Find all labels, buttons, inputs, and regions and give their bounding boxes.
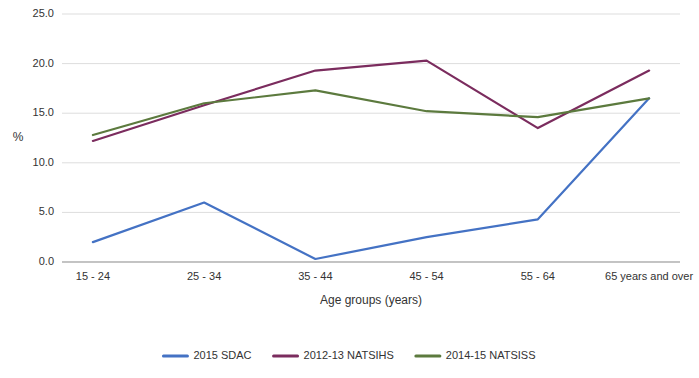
y-tick-label: 5.0: [39, 205, 54, 217]
grid: [62, 14, 680, 262]
legend-label: 2015 SDAC: [193, 349, 251, 361]
x-axis-line: [62, 262, 680, 263]
y-tick-label: 10.0: [33, 156, 54, 168]
y-tick-label: 15.0: [33, 106, 54, 118]
chart-svg: 0.0 5.0 10.0 15.0 20.0 25.0% 15 - 24 25 - 34 35 …: [0, 0, 699, 378]
legend-swatch: [274, 355, 298, 358]
series-line: [93, 98, 649, 259]
chart-container: 0.0 5.0 10.0 15.0 20.0 25.0% 15 - 24 25 - 34 35 …: [0, 0, 699, 378]
grid-line: [62, 63, 680, 64]
y-tick-label: 0.0: [39, 255, 54, 267]
grid-line: [62, 113, 680, 114]
x-axis-label: Age groups (years): [320, 293, 422, 307]
x-tick-label: 65 years and over: [605, 270, 693, 282]
legend-swatch: [416, 355, 440, 358]
grid-line: [62, 212, 680, 213]
y-axis-label: %: [13, 130, 24, 144]
legend-label: 2014-15 NATSISS: [446, 349, 536, 361]
series-line: [93, 61, 649, 141]
page: {"chart_data": {"type": "line", "categor…: [0, 0, 699, 378]
legend: 2015 SDAC 2012-13 NATSIHS 2014-15 NATSISS: [163, 349, 535, 361]
x-tick-label: 25 - 34: [187, 270, 221, 282]
legend-label: 2012-13 NATSIHS: [304, 349, 394, 361]
legend-swatch: [163, 355, 187, 358]
y-tick-label: 25.0: [33, 7, 54, 19]
x-tick-label: 45 - 54: [409, 270, 443, 282]
y-axis: 0.0 5.0 10.0 15.0 20.0 25.0: [33, 7, 54, 267]
x-axis: 15 - 24 25 - 34 35 - 44 45 - 54 55 - 64 65 ye…: [76, 270, 694, 282]
grid-line: [62, 14, 680, 15]
y-tick-label: 20.0: [33, 57, 54, 69]
x-tick-label: 55 - 64: [521, 270, 555, 282]
series-line: [93, 90, 649, 135]
grid-line: [62, 162, 680, 163]
x-tick-label: 35 - 44: [298, 270, 332, 282]
series-lines: [93, 61, 649, 259]
grid-line: [62, 262, 680, 263]
x-tick-label: 15 - 24: [76, 270, 110, 282]
